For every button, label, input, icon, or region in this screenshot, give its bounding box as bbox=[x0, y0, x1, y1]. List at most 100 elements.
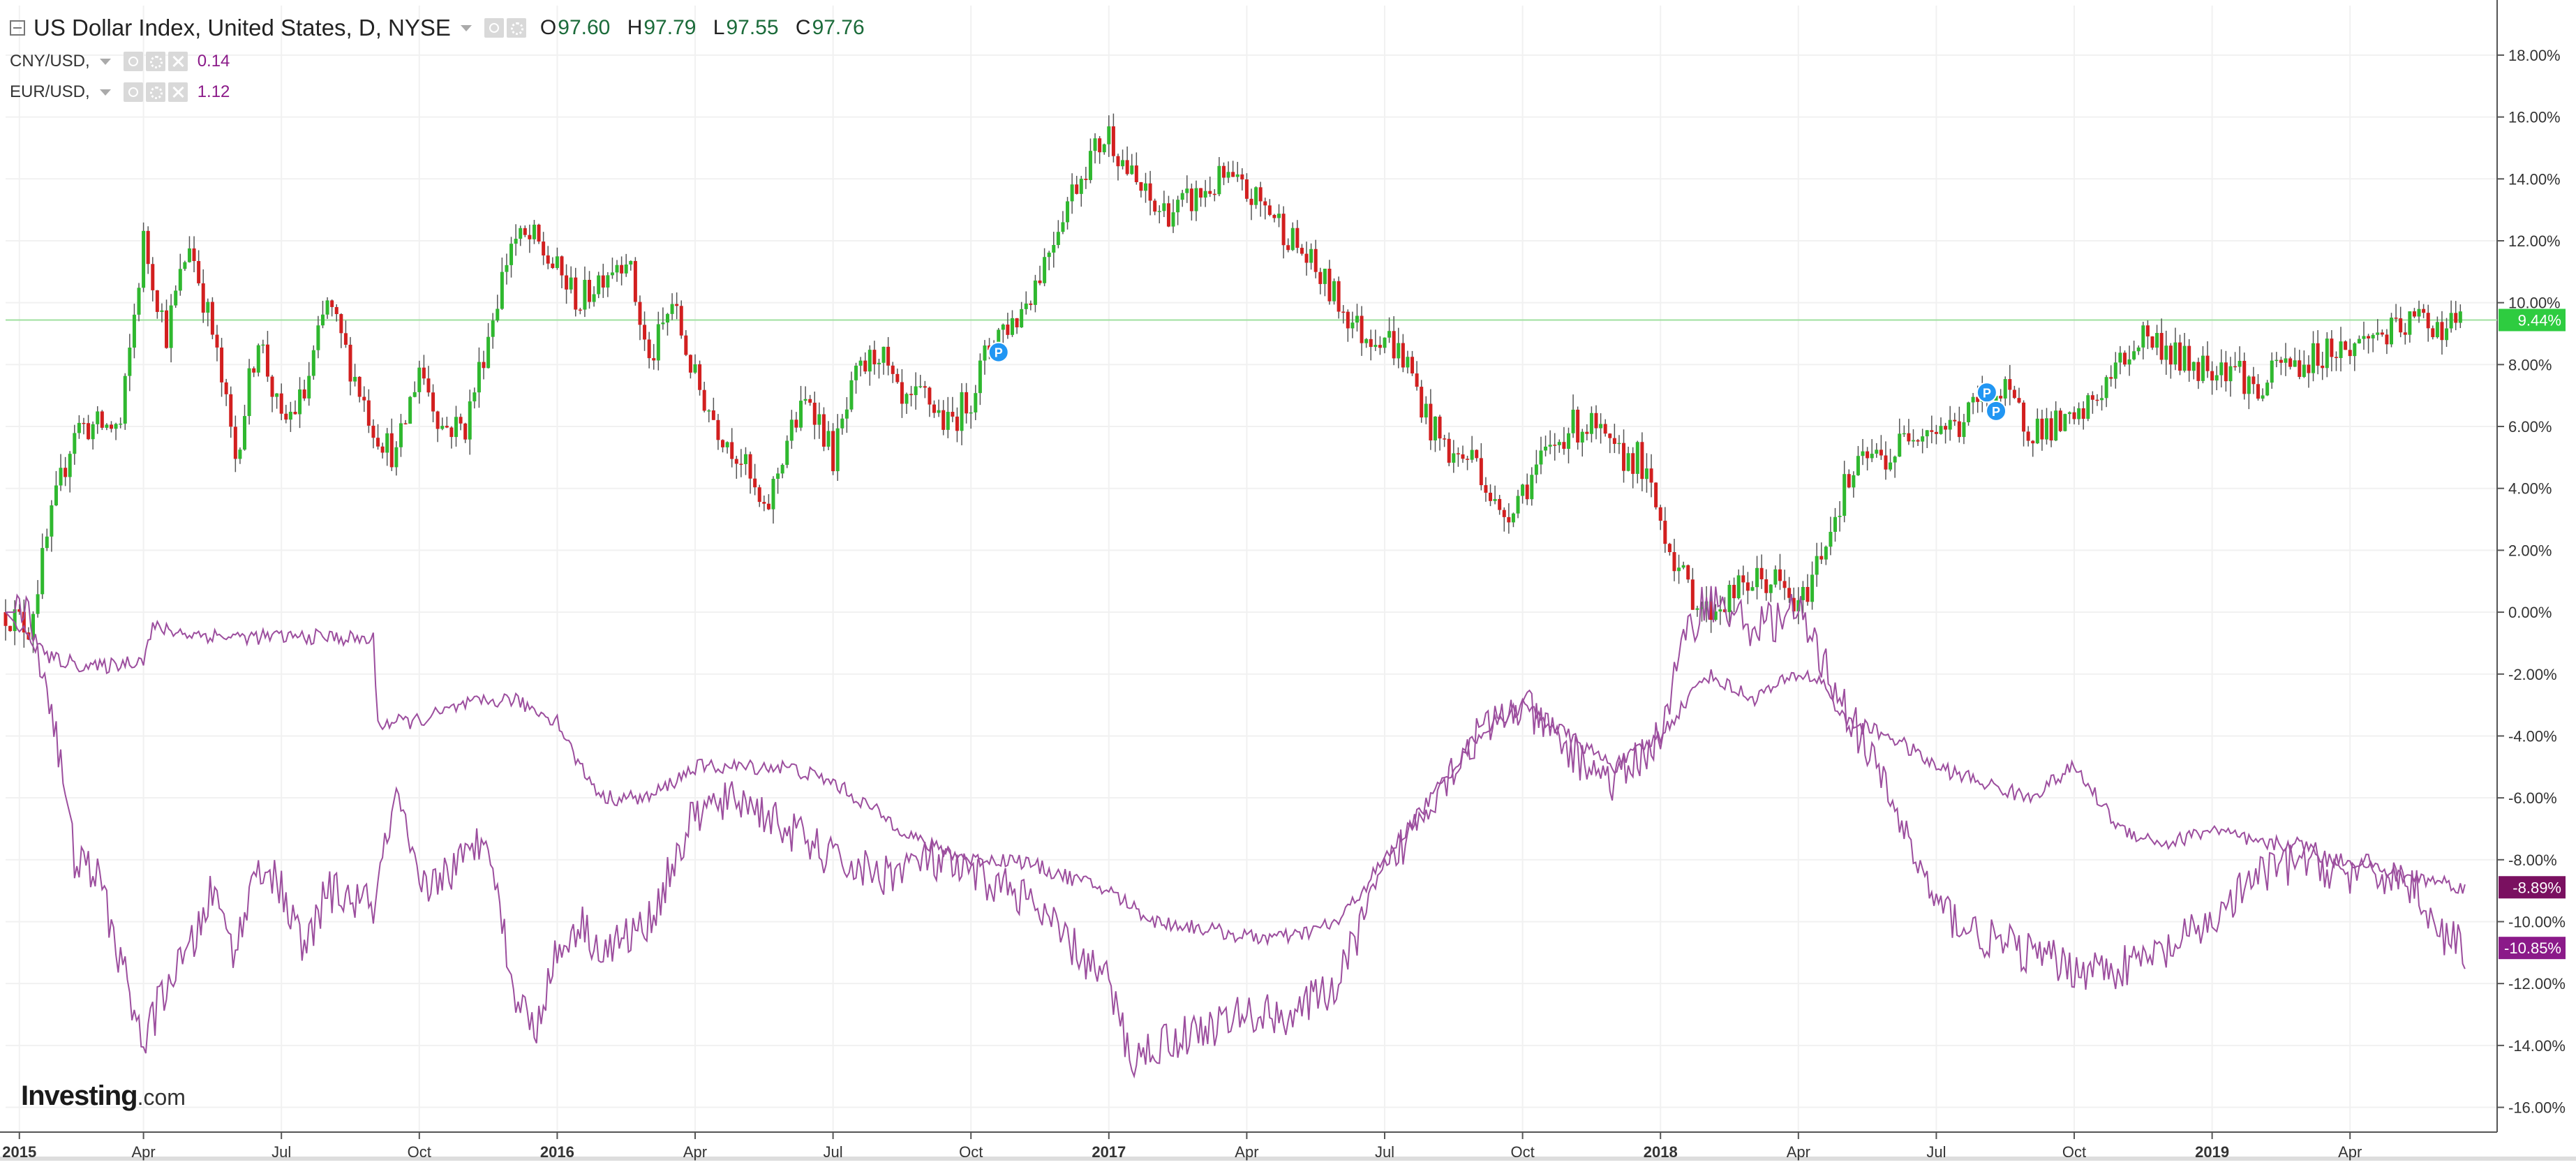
candle-body bbox=[1773, 569, 1778, 585]
eur-usd-line bbox=[6, 586, 2466, 1079]
candle bbox=[2403, 322, 2407, 345]
candle bbox=[1571, 394, 1575, 438]
candle-body bbox=[1608, 433, 1612, 438]
candle-body bbox=[1313, 248, 1318, 272]
candle-body bbox=[1355, 315, 1359, 323]
event-marker[interactable]: P bbox=[1976, 382, 1997, 403]
candle bbox=[2238, 346, 2242, 373]
eur-value: 1.12 bbox=[197, 82, 230, 101]
candle-body bbox=[77, 422, 81, 433]
y-tick-label: 16.00% bbox=[2508, 109, 2561, 126]
candle-body bbox=[2288, 358, 2293, 367]
candle-body bbox=[376, 438, 380, 447]
eye-icon[interactable] bbox=[484, 18, 504, 38]
candle bbox=[1176, 195, 1180, 225]
candle-body bbox=[459, 417, 463, 424]
candle-body bbox=[743, 454, 747, 464]
candle-body bbox=[1778, 569, 1782, 581]
candle bbox=[2040, 410, 2044, 451]
candle-body bbox=[821, 414, 826, 447]
candle bbox=[298, 377, 302, 429]
eye-icon[interactable] bbox=[123, 82, 143, 102]
candle bbox=[1810, 561, 1815, 610]
candle-body bbox=[928, 387, 932, 405]
candle-body bbox=[496, 309, 500, 321]
candle bbox=[1870, 439, 1874, 463]
candle bbox=[1539, 436, 1543, 475]
candle-body bbox=[2045, 418, 2049, 440]
candle-body bbox=[2449, 313, 2453, 329]
candle bbox=[620, 256, 624, 285]
candle-body bbox=[1295, 228, 1300, 248]
candle-body bbox=[2376, 332, 2380, 335]
candle bbox=[2251, 366, 2256, 394]
candle-body bbox=[252, 368, 256, 373]
candle bbox=[711, 397, 715, 420]
candle bbox=[2095, 394, 2099, 406]
candle bbox=[1603, 419, 1607, 437]
candle-body bbox=[1327, 268, 1332, 302]
candle bbox=[330, 299, 334, 317]
candle-body bbox=[1617, 443, 1621, 445]
candle-body bbox=[206, 302, 210, 313]
candle-body bbox=[1443, 438, 1447, 440]
main-series-title[interactable]: US Dollar Index, United States, D, NYSE bbox=[33, 15, 451, 40]
candle bbox=[1116, 154, 1120, 181]
candle-body bbox=[1498, 498, 1502, 510]
candle bbox=[1088, 138, 1092, 184]
candle-body bbox=[1290, 228, 1295, 251]
cny-series-title[interactable]: CNY/USD, bbox=[10, 52, 90, 70]
candle-body bbox=[1911, 440, 1915, 442]
candle-body bbox=[2040, 418, 2044, 440]
candle bbox=[2113, 352, 2117, 389]
collapse-icon[interactable] bbox=[10, 20, 25, 36]
candle bbox=[2412, 308, 2416, 318]
candle bbox=[1424, 396, 1428, 424]
chevron-down-icon[interactable] bbox=[99, 89, 111, 96]
candle bbox=[812, 392, 817, 440]
candle bbox=[2265, 380, 2270, 396]
candle-body bbox=[1769, 584, 1773, 593]
event-marker[interactable]: P bbox=[988, 341, 1009, 363]
candle-body bbox=[169, 305, 173, 348]
candle bbox=[2210, 361, 2214, 395]
gear-icon[interactable] bbox=[145, 52, 165, 71]
candle-body bbox=[1792, 597, 1796, 611]
event-markers[interactable]: PPP bbox=[988, 341, 2007, 422]
close-icon[interactable] bbox=[167, 82, 188, 102]
event-marker[interactable]: P bbox=[1986, 400, 2007, 422]
x-tick-label: Oct bbox=[1510, 1143, 1534, 1161]
candle bbox=[1438, 415, 1442, 451]
candle bbox=[1921, 429, 1925, 454]
candle bbox=[1166, 195, 1170, 228]
candle-body bbox=[2141, 325, 2145, 348]
candle bbox=[142, 222, 146, 292]
candle bbox=[1157, 205, 1161, 223]
candle bbox=[1999, 389, 2003, 403]
event-marker-label: P bbox=[1983, 386, 1991, 400]
legend-main-row: US Dollar Index, United States, D, NYSE … bbox=[10, 10, 876, 46]
eur-series-title[interactable]: EUR/USD, bbox=[10, 82, 90, 101]
candle bbox=[1047, 251, 1051, 271]
candle bbox=[1056, 220, 1060, 248]
candle-body bbox=[665, 313, 669, 323]
gear-icon[interactable] bbox=[506, 18, 526, 38]
event-marker-dot bbox=[1976, 382, 1997, 403]
close-icon[interactable] bbox=[167, 52, 188, 71]
last-value-badge: 9.44% bbox=[2499, 309, 2566, 332]
candle-body bbox=[923, 386, 927, 388]
candle-body bbox=[1203, 191, 1207, 198]
candle bbox=[799, 385, 803, 431]
chevron-down-icon[interactable] bbox=[460, 24, 472, 31]
candle bbox=[1585, 424, 1589, 440]
chevron-down-icon[interactable] bbox=[99, 58, 111, 65]
candle bbox=[1033, 274, 1037, 313]
candle-body bbox=[2367, 336, 2371, 339]
candle-body bbox=[1819, 556, 1824, 560]
candle bbox=[1736, 569, 1741, 600]
gear-icon[interactable] bbox=[145, 82, 165, 102]
close-label: C bbox=[795, 16, 811, 39]
candle bbox=[1511, 512, 1515, 528]
eye-icon[interactable] bbox=[123, 52, 143, 71]
